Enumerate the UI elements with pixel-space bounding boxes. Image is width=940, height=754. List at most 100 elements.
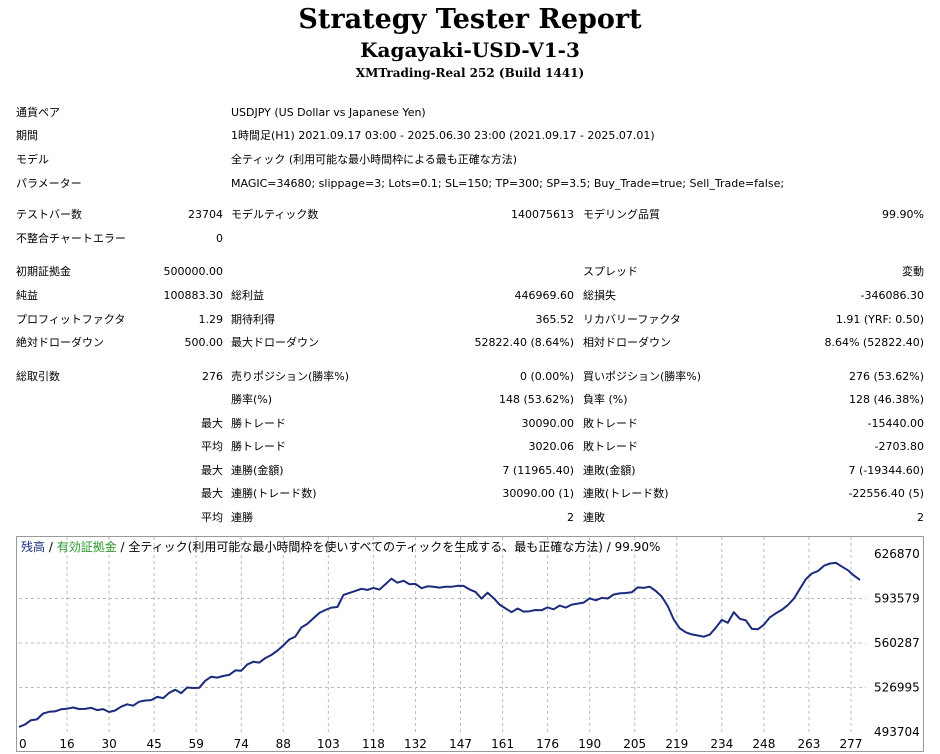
cons-wins-amount-value: 7 (11965.40) xyxy=(502,464,574,477)
x-tick-label: 118 xyxy=(362,737,385,751)
gross-loss-value: -346086.30 xyxy=(860,289,924,302)
avg-cons-losses-label: 連敗 xyxy=(583,511,605,524)
x-tick-label: 45 xyxy=(147,737,162,751)
cons-losses-count-value: -22556.40 (5) xyxy=(848,487,924,500)
x-tick-label: 103 xyxy=(317,737,340,751)
win-rate-label: 勝率(%) xyxy=(231,393,273,406)
cons-wins-count-value: 30090.00 (1) xyxy=(502,487,574,500)
spread-value: 変動 xyxy=(902,265,924,278)
rel-dd-value: 8.64% (52822.40) xyxy=(824,336,924,349)
x-tick-label: 161 xyxy=(491,737,514,751)
spread-label: スプレッド xyxy=(583,265,638,278)
largest-win-value: 30090.00 xyxy=(521,417,575,430)
period-label: 期間 xyxy=(16,129,38,142)
max-dd-value: 52822.40 (8.64%) xyxy=(474,336,574,349)
abs-dd-label: 絶対ドローダウン xyxy=(16,336,104,349)
x-tick-label: 30 xyxy=(101,737,116,751)
expected-value: 365.52 xyxy=(535,313,575,326)
y-tick-label: 526995 xyxy=(874,681,920,695)
gross-profit-label: 総利益 xyxy=(231,289,264,302)
pf-value: 1.29 xyxy=(198,313,224,326)
loss-rate-label: 負率 (%) xyxy=(583,393,628,406)
pair-label: 通貨ペア xyxy=(16,106,60,119)
errors-label: 不整合チャートエラー xyxy=(16,232,126,245)
ticks-label: モデルティック数 xyxy=(231,208,319,221)
legend-balance: 残高 xyxy=(21,539,45,554)
largest-win-label: 勝トレード xyxy=(231,417,286,430)
errors-value: 0 xyxy=(216,232,223,245)
params-value: MAGIC=34680; slippage=3; Lots=0.1; SL=15… xyxy=(231,177,785,190)
chart-border xyxy=(16,536,924,752)
deposit-label: 初期証拠金 xyxy=(16,265,71,278)
recovery-value: 1.91 (YRF: 0.50) xyxy=(835,313,924,326)
long-positions-label: 買いポジション(勝率%) xyxy=(583,370,702,383)
avg-win-label: 勝トレード xyxy=(231,440,286,453)
model-value: 全ティック (利用可能な最小時間枠による最も正確な方法) xyxy=(231,153,518,166)
max-dd-label: 最大ドローダウン xyxy=(231,336,319,349)
legend-sep-2: / xyxy=(117,540,129,554)
avg-win-value: 3020.06 xyxy=(528,440,575,453)
x-tick-label: 263 xyxy=(797,737,820,751)
legend-quality: 99.90% xyxy=(615,540,661,554)
quality-value: 99.90% xyxy=(882,208,924,221)
x-tick-label: 219 xyxy=(665,737,688,751)
cons-losses-amount-value: 7 (-19344.60) xyxy=(848,464,924,477)
win-rate-value: 148 (53.62%) xyxy=(498,393,574,406)
pair-value: USDJPY (US Dollar vs Japanese Yen) xyxy=(231,106,426,119)
x-tick-label: 88 xyxy=(276,737,291,751)
avg-cons-wins-label: 連勝 xyxy=(231,511,253,524)
period-value: 1時間足(H1) 2021.09.17 03:00 - 2025.06.30 2… xyxy=(231,129,655,142)
cons-wins-count-label: 連勝(トレード数) xyxy=(231,487,317,500)
long-positions-value: 276 (53.62%) xyxy=(848,370,924,383)
avg-label-2: 平均 xyxy=(201,511,223,524)
bars-label: テストバー数 xyxy=(16,208,82,221)
recovery-label: リカバリーファクタ xyxy=(583,313,681,326)
x-tick-label: 132 xyxy=(404,737,427,751)
bars-value: 23704 xyxy=(188,208,223,221)
short-positions-label: 売りポジション(勝率%) xyxy=(231,370,350,383)
legend-sep-3: / xyxy=(603,540,615,554)
deposit-value: 500000.00 xyxy=(163,265,224,278)
net-value: 100883.30 xyxy=(163,289,224,302)
legend-sep-1: / xyxy=(45,540,57,554)
ticks-value: 140075613 xyxy=(511,208,574,221)
rel-dd-label: 相対ドローダウン xyxy=(583,336,671,349)
gross-loss-label: 総損失 xyxy=(583,289,616,302)
net-label: 純益 xyxy=(16,289,38,302)
short-positions-value: 0 (0.00%) xyxy=(519,370,574,383)
x-tick-label: 190 xyxy=(578,737,601,751)
avg-loss-label: 敗トレード xyxy=(583,440,638,453)
x-tick-label: 59 xyxy=(189,737,204,751)
gross-profit-value: 446969.60 xyxy=(514,289,575,302)
largest-loss-value: -15440.00 xyxy=(867,417,924,430)
y-tick-label: 560287 xyxy=(874,636,920,650)
x-tick-label: 277 xyxy=(840,737,863,751)
report-title: Strategy Tester Report xyxy=(298,4,642,35)
loss-rate-value: 128 (46.38%) xyxy=(848,393,924,406)
total-trades-label: 総取引数 xyxy=(16,370,60,383)
avg-label-1: 平均 xyxy=(201,440,223,453)
x-tick-label: 0 xyxy=(19,737,27,751)
balance-chart-svg: 残高 / 有効証拠金 / 全ティック(利用可能な最小時間枠を使いすべてのティック… xyxy=(16,536,924,752)
avg-cons-losses-value: 2 xyxy=(917,511,924,524)
model-label: モデル xyxy=(16,153,49,166)
cons-losses-amount-label: 連敗(金額) xyxy=(583,464,636,477)
server-name: XMTrading-Real 252 (Build 1441) xyxy=(355,66,585,80)
x-tick-label: 234 xyxy=(710,737,733,751)
params-label: パラメーター xyxy=(16,177,82,190)
x-tick-label: 16 xyxy=(59,737,74,751)
pf-label: プロフィットファクタ xyxy=(16,313,126,326)
expected-label: 期待利得 xyxy=(231,313,275,326)
cons-wins-amount-label: 連勝(金額) xyxy=(231,464,284,477)
avg-loss-value: -2703.80 xyxy=(874,440,924,453)
total-trades-value: 276 xyxy=(202,370,223,383)
svg-text:残高 / 有効証拠金 / 全ティック(利用可能な最小時間枠を: 残高 / 有効証拠金 / 全ティック(利用可能な最小時間枠を使いすべてのティック… xyxy=(21,539,660,554)
cons-losses-count-label: 連敗(トレード数) xyxy=(583,487,669,500)
abs-dd-value: 500.00 xyxy=(184,336,224,349)
expert-name: Kagayaki-USD-V1-3 xyxy=(360,38,580,62)
max-label-3: 最大 xyxy=(201,487,223,500)
x-tick-label: 176 xyxy=(536,737,559,751)
y-tick-label: 626870 xyxy=(874,547,920,561)
max-label-2: 最大 xyxy=(201,464,223,477)
largest-loss-label: 敗トレード xyxy=(583,417,638,430)
